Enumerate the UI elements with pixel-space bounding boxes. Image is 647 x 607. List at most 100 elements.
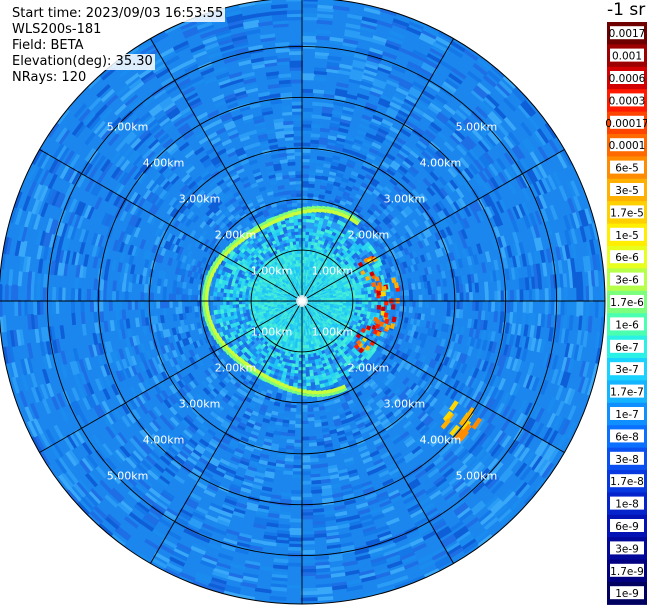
range-gate [372,235,379,242]
range-gate [419,153,430,164]
range-gate [333,100,345,107]
range-gate [522,100,537,116]
range-gate [462,137,475,150]
range-gate [481,153,492,167]
range-gate [386,36,403,45]
range-gate [349,75,363,82]
range-gate [393,232,401,240]
range-gate [324,157,333,163]
range-gate [308,171,317,176]
range-gate [305,288,309,293]
range-gate [302,234,306,238]
range-gate [315,280,319,284]
range-gate [398,109,411,119]
range-gate [302,32,318,37]
range-gate [405,205,414,214]
range-gate [375,133,386,141]
range-gate [425,146,436,157]
range-gate [448,72,463,85]
range-gate [331,110,343,116]
range-gate [302,224,307,229]
range-gate [449,134,462,146]
range-gate [308,287,312,291]
range-gate [345,199,353,206]
range-gate [411,52,427,63]
range-gate [427,287,432,295]
range-gate [496,157,507,172]
range-gate [365,227,372,235]
range-gate [310,139,320,145]
range-gate [306,279,310,283]
range-gate [310,289,315,293]
range-gate [379,202,388,210]
range-gate [388,30,406,40]
range-gate [511,88,527,104]
range-gate [494,84,509,99]
range-gate [363,7,381,15]
range-gate [348,176,357,183]
range-gate [485,94,500,108]
range-gate [373,218,381,226]
range-gate [357,153,367,160]
range-gate [305,292,308,296]
range-gate [306,221,311,226]
range-gate [302,240,306,245]
range-gate [375,224,383,232]
range-gate [378,97,392,106]
range-gate [389,291,394,297]
range-gate [421,150,432,161]
range-gate [489,110,503,125]
range-gate [302,199,308,204]
range-gate [342,41,358,49]
range-gate [311,273,314,278]
range-gate [302,183,309,188]
range-gate [588,285,593,303]
range-gate [334,198,342,204]
range-gate [302,107,313,112]
range-gate [369,90,383,98]
range-gate [345,93,358,100]
range-gate [309,276,313,281]
range-gate [397,192,406,201]
range-gate [502,75,518,90]
range-gate [352,185,360,192]
range-gate [301,493,313,498]
range-gate [352,59,367,67]
range-gate [345,135,356,143]
range-gate [311,285,315,289]
range-gate [486,70,502,84]
range-gate [302,158,310,163]
range-gate [395,204,404,213]
range-gate [376,151,387,160]
range-gate [360,182,369,190]
range-gate [384,215,392,224]
range-gate [449,116,462,129]
range-gate [303,291,305,295]
range-gate [400,103,414,113]
range-gate [309,292,313,296]
polar-plot-area [0,0,605,604]
range-gate [406,64,421,74]
range-gate [305,281,308,286]
range-gate [422,164,433,175]
range-gate [304,256,307,261]
range-gate [449,179,459,191]
range-gate [307,282,310,287]
range-gate [430,99,445,110]
range-gate [474,84,490,98]
range-gate [361,141,373,149]
range-gate [305,275,308,280]
range-gate [303,265,306,270]
range-gate [404,224,412,233]
range-gate [396,112,409,121]
range-gate [418,69,433,81]
range-gate [341,249,347,255]
range-gate [302,177,309,182]
range-gate [473,174,483,187]
range-gate [385,134,397,143]
range-gate [371,220,379,228]
range-gate [339,121,351,128]
range-gate [309,280,313,285]
range-gate [293,455,302,460]
